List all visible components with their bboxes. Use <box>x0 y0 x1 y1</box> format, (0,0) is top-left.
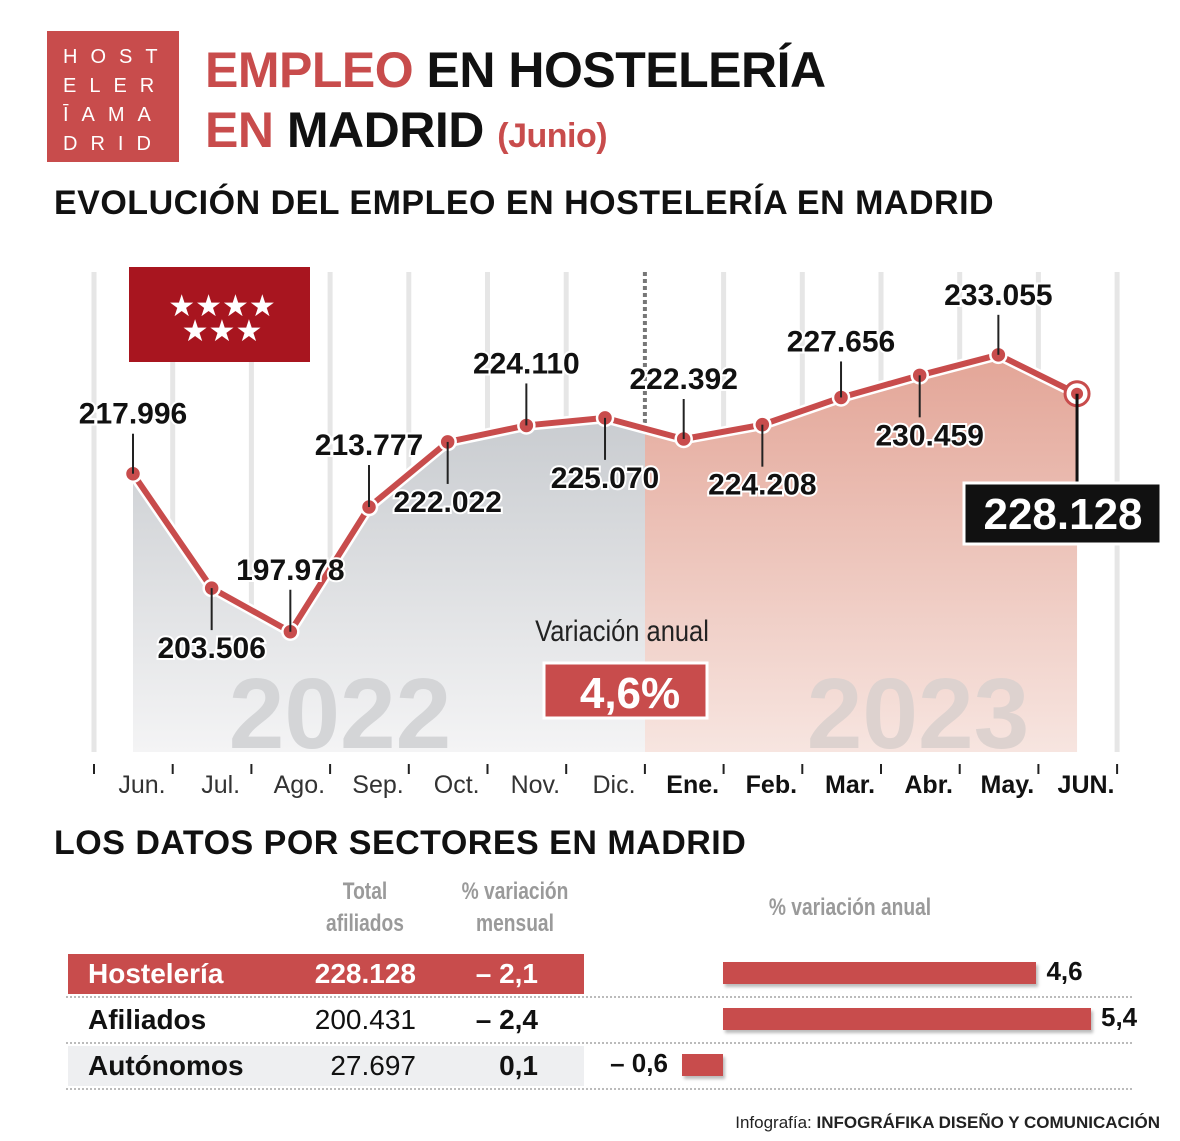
x-tick-label: Jul. <box>201 771 240 799</box>
x-tick-label: Nov. <box>511 771 561 799</box>
title-part: EN <box>205 102 274 158</box>
x-tick-label: Dic. <box>592 771 635 799</box>
data-label: 230.459 <box>875 419 983 452</box>
logo-line: ĪAMA <box>63 104 164 126</box>
variacion-mensual: 0,1 <box>499 1050 538 1081</box>
x-tick-label: Mar. <box>825 771 875 799</box>
data-label: 222.022 <box>393 486 501 519</box>
logo-line: DRID <box>63 133 164 155</box>
flag-stars-icon: ★★★ <box>182 315 263 348</box>
data-label: 233.055 <box>944 279 1052 312</box>
x-tick-label: Feb. <box>746 771 797 799</box>
annual-variation-value: 4,6 <box>1046 956 1083 986</box>
data-label: 225.070 <box>551 462 659 495</box>
area-2022 <box>133 417 645 752</box>
annotation-box <box>542 661 709 720</box>
annual-variation-bar <box>723 1008 1091 1030</box>
annotation-label: Variación anual <box>535 614 709 647</box>
variacion-mensual: – 2,1 <box>475 958 538 989</box>
sector-name: Autónomos <box>88 1050 244 1081</box>
x-tick-label: Ago. <box>274 771 325 799</box>
section-title-evolution: EVOLUCIÓN DEL EMPLEO EN HOSTELERÍA EN MA… <box>54 184 995 222</box>
row-divider <box>66 1088 1132 1090</box>
data-label: 217.996 <box>79 398 187 431</box>
table-row: Autónomos 27.697 0,1 <box>68 1046 584 1086</box>
annual-variation-bar <box>723 962 1037 984</box>
x-tick-label: Jun. <box>118 771 165 799</box>
logo-line: ELER <box>63 75 168 97</box>
annotation-value: 4,6% <box>580 669 680 718</box>
title-part: MADRID <box>286 102 484 158</box>
logo-line: HOST <box>63 46 171 68</box>
row-divider <box>66 1042 1132 1044</box>
data-label: 227.656 <box>787 325 895 358</box>
data-label: 222.392 <box>629 363 737 396</box>
credit-prefix: Infografía: <box>735 1113 812 1132</box>
sector-name: Afiliados <box>88 1004 207 1035</box>
annual-variation-value: 5,4 <box>1101 1002 1138 1032</box>
hosteleria-madrid-logo: HOST ELER ĪAMA DRID <box>47 31 179 162</box>
title-part: EMPLEO <box>205 42 414 98</box>
data-label: 224.208 <box>708 469 816 502</box>
current-value-box <box>962 481 1163 546</box>
annual-variation-bar <box>682 1054 723 1076</box>
header-total: Total afiliados <box>326 878 404 937</box>
x-tick-label: Sep. <box>352 771 403 799</box>
x-tick-label: Abr. <box>904 771 953 799</box>
header-mensual: % variación mensual <box>461 878 569 937</box>
flag-stars-icon: ★★★★ <box>168 290 276 323</box>
total-afiliados: 27.697 <box>330 1050 416 1081</box>
madrid-flag <box>129 267 310 362</box>
employment-line-chart: 2022 2023 ★★★★ ★★★ 217.996 203.506 197.978 2… <box>77 267 1163 799</box>
current-value-label: 228.128 <box>983 490 1142 539</box>
total-afiliados: 200.431 <box>314 1004 416 1035</box>
row-divider <box>66 996 1132 998</box>
data-label: 197.978 <box>236 554 344 587</box>
total-afiliados: 228.128 <box>314 958 416 989</box>
data-label: 224.110 <box>473 347 580 380</box>
x-tick-label: May. <box>981 771 1035 799</box>
header-anual: % variación anual <box>768 894 932 921</box>
annual-variation-value: – 0,6 <box>610 1048 668 1078</box>
year-label-2022: 2022 <box>229 658 451 770</box>
credit-name: INFOGRÁFIKA DISEÑO Y COMUNICACIÓN <box>816 1113 1160 1132</box>
title-part: EN HOSTELERÍA <box>426 42 827 98</box>
x-tick-label: Ene. <box>666 771 719 799</box>
table-row: Hostelería 228.128 – 2,1 <box>68 954 584 994</box>
x-tick-label: Oct. <box>434 771 480 799</box>
page-title: EMPLEO EN HOSTELERÍA EN MADRID (Junio) <box>205 40 826 166</box>
x-tick-label: JUN. <box>1058 771 1115 799</box>
data-label: 203.506 <box>157 632 265 665</box>
section-title-sectors: LOS DATOS POR SECTORES EN MADRID <box>54 824 747 862</box>
variacion-mensual: – 2,4 <box>475 1004 538 1035</box>
table-row: Afiliados 200.431 – 2,4 <box>68 1000 584 1040</box>
area-2023 <box>645 354 1078 752</box>
sector-name: Hostelería <box>88 958 224 989</box>
title-subtitle: (Junio) <box>497 117 608 155</box>
year-label-2023: 2023 <box>807 658 1029 770</box>
credit: Infografía: INFOGRÁFIKA DISEÑO Y COMUNIC… <box>735 1113 1160 1133</box>
data-label: 213.777 <box>315 429 423 462</box>
